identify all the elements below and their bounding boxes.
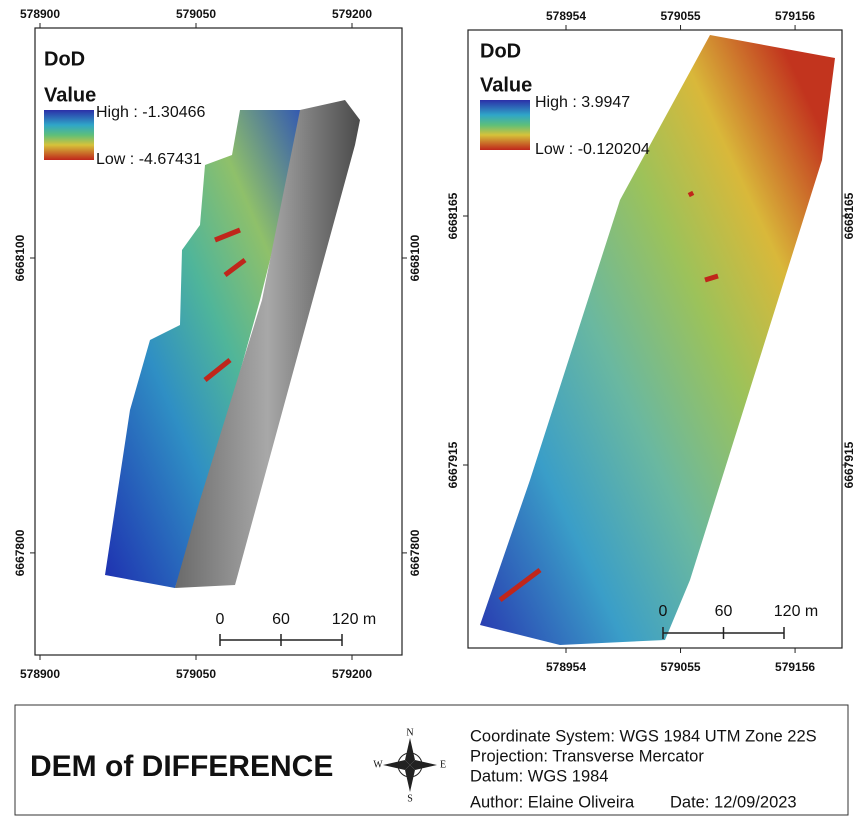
y-tick-label: 6668100 bbox=[408, 234, 422, 281]
legend-title: Value bbox=[44, 84, 96, 106]
footer: DEM of DIFFERENCE N S W E Coordinate Sys… bbox=[14, 704, 849, 816]
raster bbox=[480, 35, 835, 645]
scale-label: 60 bbox=[272, 611, 290, 628]
x-tick-label: 578900 bbox=[20, 667, 60, 681]
raster bbox=[105, 110, 310, 588]
y-tick-label: 6667800 bbox=[408, 529, 422, 576]
y-tick-label: 6668100 bbox=[13, 234, 27, 281]
y-tick-label: 6667915 bbox=[842, 441, 856, 488]
footer-box bbox=[14, 704, 849, 816]
datum: Datum: WGS 1984 bbox=[470, 767, 608, 785]
x-tick-label: 579050 bbox=[176, 7, 216, 21]
scale-label: 120 m bbox=[774, 603, 818, 620]
map-left: DoD Value High : -1.30466 Low : -4.67431 bbox=[34, 27, 403, 656]
y-tick-label: 6667915 bbox=[446, 441, 460, 488]
raster-gray bbox=[175, 100, 360, 588]
legend-ramp bbox=[44, 110, 94, 160]
scale-label: 0 bbox=[659, 603, 668, 620]
compass-n: N bbox=[406, 727, 413, 738]
y-tick-label: 6667800 bbox=[13, 529, 27, 576]
date: Date: 12/09/2023 bbox=[670, 793, 797, 811]
footer-title: DEM of DIFFERENCE bbox=[30, 750, 333, 783]
map-right: DoD Value High : 3.9947 Low : -0.120204 bbox=[467, 29, 843, 649]
x-tick-label: 578954 bbox=[546, 660, 586, 674]
legend-low: Low : -0.120204 bbox=[535, 141, 650, 158]
y-tick-label: 6668165 bbox=[842, 192, 856, 239]
x-tick-label: 579050 bbox=[176, 667, 216, 681]
projection: Projection: Transverse Mercator bbox=[470, 747, 704, 765]
compass-s: S bbox=[407, 793, 413, 804]
legend-title: Value bbox=[480, 74, 532, 96]
compass: N S W E bbox=[373, 727, 446, 804]
legend-low: Low : -4.67431 bbox=[96, 151, 202, 168]
scale-label: 60 bbox=[715, 603, 733, 620]
scale-label: 0 bbox=[216, 611, 225, 628]
x-tick-label: 579156 bbox=[775, 660, 815, 674]
x-tick-label: 579200 bbox=[332, 667, 372, 681]
compass-e: E bbox=[440, 759, 446, 770]
map-title: DoD bbox=[44, 48, 85, 70]
x-tick-label: 578900 bbox=[20, 7, 60, 21]
x-tick-label: 578954 bbox=[546, 9, 586, 23]
raster-detail bbox=[203, 227, 247, 382]
x-tick-label: 579156 bbox=[775, 9, 815, 23]
y-tick-label: 6668165 bbox=[446, 192, 460, 239]
compass-w: W bbox=[373, 759, 383, 770]
x-tick-label: 579055 bbox=[661, 9, 701, 23]
legend-high: High : -1.30466 bbox=[96, 104, 206, 121]
x-tick-label: 579200 bbox=[332, 7, 372, 21]
legend-ramp bbox=[480, 100, 530, 150]
author: Author: Elaine Oliveira bbox=[470, 793, 635, 811]
map-title: DoD bbox=[480, 40, 521, 62]
scale-label: 120 m bbox=[332, 611, 376, 628]
coordinate-system: Coordinate System: WGS 1984 UTM Zone 22S bbox=[470, 727, 817, 745]
x-tick-label: 579055 bbox=[661, 660, 701, 674]
raster-detail bbox=[498, 190, 719, 602]
legend-high: High : 3.9947 bbox=[535, 94, 630, 111]
